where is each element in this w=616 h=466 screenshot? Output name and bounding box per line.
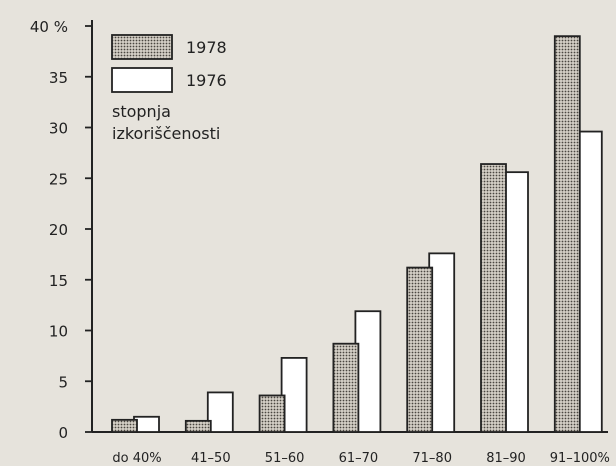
y-axis: 0 5 10 15 20 25 30 35 40 % (30, 18, 93, 442)
category-label: 41–50 (191, 451, 231, 466)
bar-1978 (553, 35, 581, 433)
bar-1976 (354, 310, 382, 433)
y-tick-label: 40 % (30, 18, 68, 36)
y-tick-label: 15 (49, 272, 68, 290)
legend-swatch-1976 (111, 67, 173, 93)
bar-1978 (332, 342, 360, 433)
legend-swatch-1978 (111, 34, 173, 60)
y-tick-label: 30 (49, 120, 68, 138)
y-tick-label: 5 (58, 373, 68, 391)
category-label: do 40% (112, 451, 161, 466)
category-labels: do 40% 41–50 51–60 61–70 71–80 81–90 91–100% (112, 451, 610, 466)
bar-1976 (575, 130, 603, 433)
y-tick-label: 10 (49, 323, 68, 341)
bar-1976 (280, 357, 308, 433)
bar-1978 (480, 163, 507, 433)
legend-title-line: stopnja (112, 102, 171, 121)
category-label: 81–90 (486, 451, 526, 466)
y-tick-label: 35 (49, 69, 68, 87)
y-tick-label: 25 (49, 170, 68, 188)
bar-1978 (258, 394, 286, 433)
bar-1976 (428, 252, 456, 433)
bars (111, 35, 603, 433)
legend-title-line: izkoriščenosti (112, 124, 220, 143)
legend: 1978 1976 stopnja izkoriščenosti (111, 34, 227, 143)
category-label: 91–100% (550, 451, 610, 466)
legend-label-1976: 1976 (186, 71, 227, 90)
bar-1976 (206, 391, 234, 433)
bar-1978 (184, 419, 212, 433)
y-tick-label: 0 (58, 424, 68, 442)
y-tick-label: 20 (49, 221, 68, 239)
category-label: 61–70 (339, 451, 379, 466)
category-label: 71–80 (412, 451, 452, 466)
bar-1978 (406, 266, 434, 433)
bar-1978 (111, 418, 138, 433)
legend-label-1978: 1978 (186, 38, 227, 57)
category-label: 51–60 (265, 451, 305, 466)
bar-1976 (502, 171, 529, 433)
